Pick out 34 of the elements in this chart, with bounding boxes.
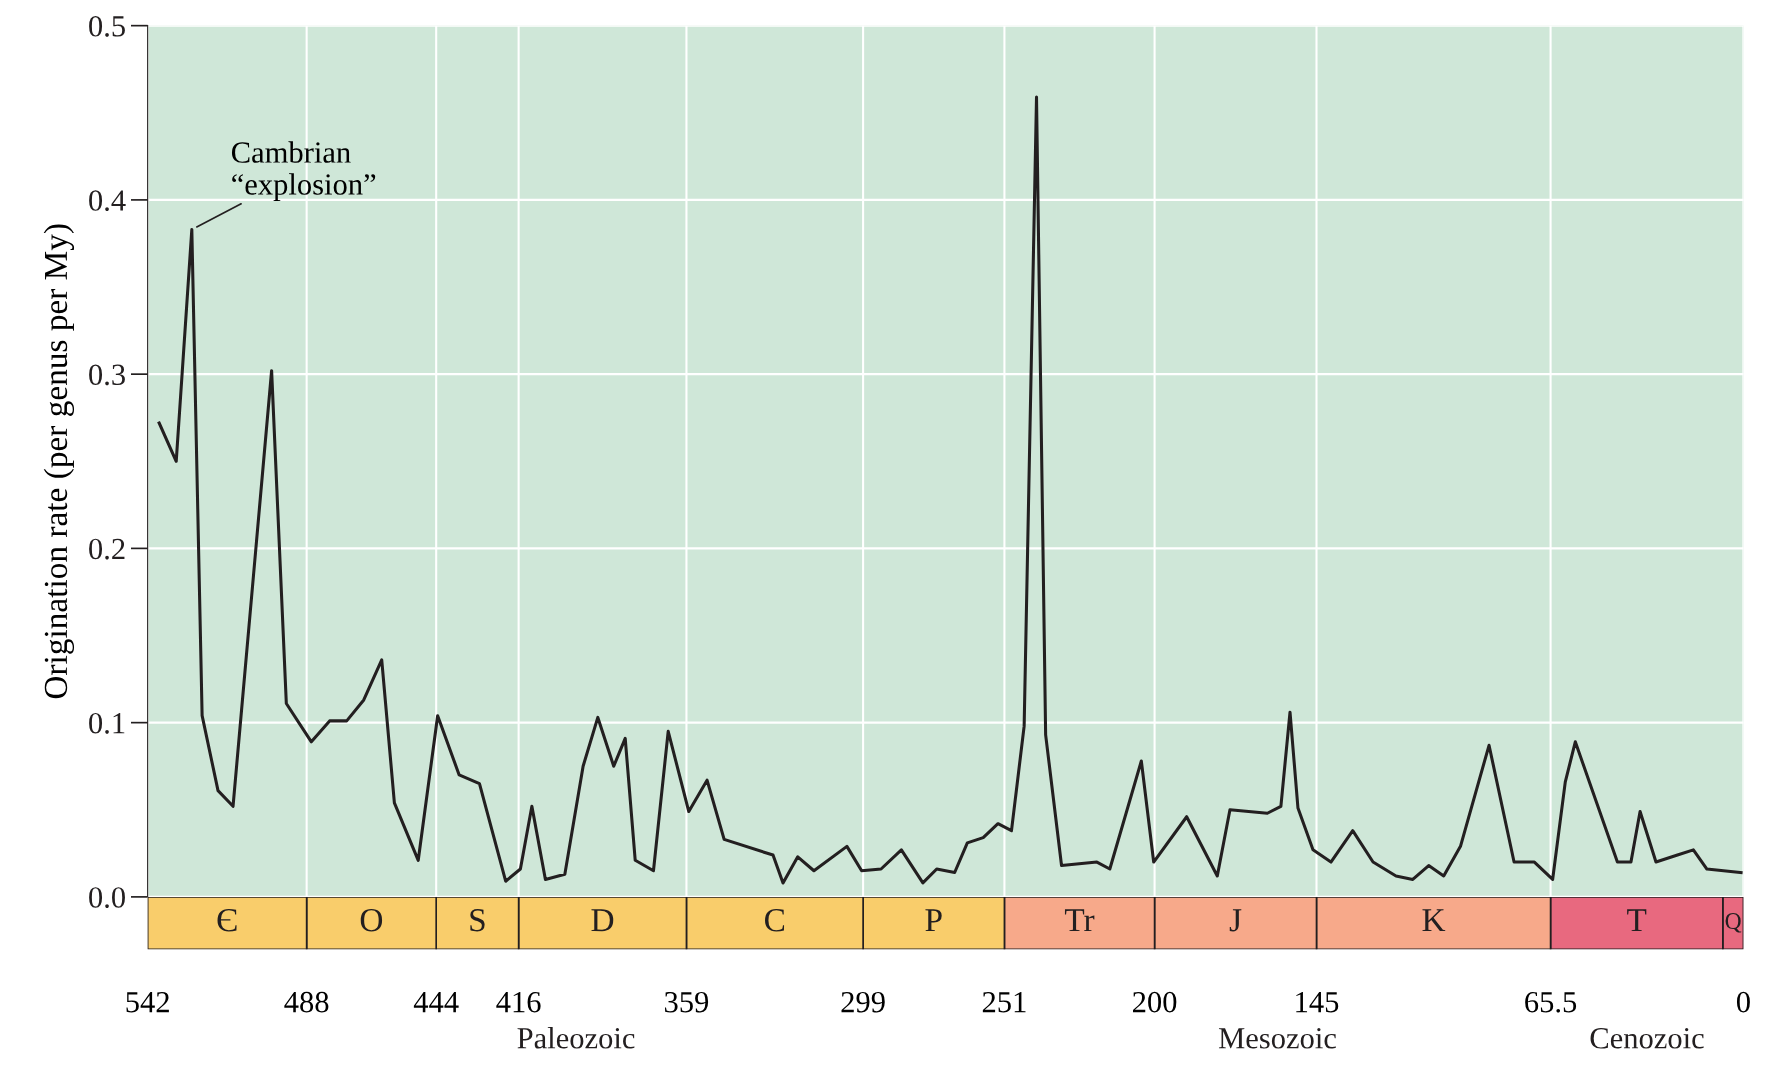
data-label: P [925, 909, 942, 932]
x-tick-label: 542 [126, 991, 169, 1013]
y-tick-label: 0.4 [89, 190, 126, 211]
y-tick-label: 0.5 [89, 15, 125, 37]
x-tick-label: 200 [1133, 991, 1177, 1013]
x-tick-label: 444 [413, 992, 459, 1013]
data-label: C [765, 909, 785, 932]
data-label: K [1422, 909, 1446, 932]
text: Paleozoic [517, 1027, 635, 1049]
x-tick-label: 251 [982, 991, 1026, 1013]
x-tick-label: 359 [664, 991, 709, 1013]
data-label: J [1229, 909, 1242, 932]
x-tick-label: 488 [284, 991, 329, 1013]
data-label: Q [1725, 913, 1742, 933]
x-tick-label: 299 [841, 991, 885, 1013]
data-label: S [470, 909, 485, 932]
y-tick-label: 0.0 [89, 887, 125, 908]
y-tick-label: 0.1 [89, 712, 125, 734]
data-label: D [591, 909, 614, 932]
text: Mesozoic [1218, 1028, 1336, 1049]
x-tick-label: 145 [1296, 991, 1339, 1013]
text: Cenozoic [1590, 1028, 1704, 1049]
data-label: Є [217, 909, 237, 932]
x-tick-label: 416 [496, 991, 541, 1013]
x-tick-label: 65.5 [1525, 991, 1577, 1013]
data-label: O [360, 909, 383, 932]
y-tick-label: 0.3 [89, 364, 125, 386]
line-series [157, 95, 1743, 885]
data-label: T [1627, 909, 1647, 932]
data-label: Tr [1064, 909, 1095, 932]
x-tick-label: 0 [1736, 991, 1750, 1013]
annotation: Cambrian “explosion” [231, 141, 376, 202]
y-axis-title: Origination rate (per genus per My) [43, 224, 75, 699]
y-tick-label: 0.2 [89, 538, 125, 560]
